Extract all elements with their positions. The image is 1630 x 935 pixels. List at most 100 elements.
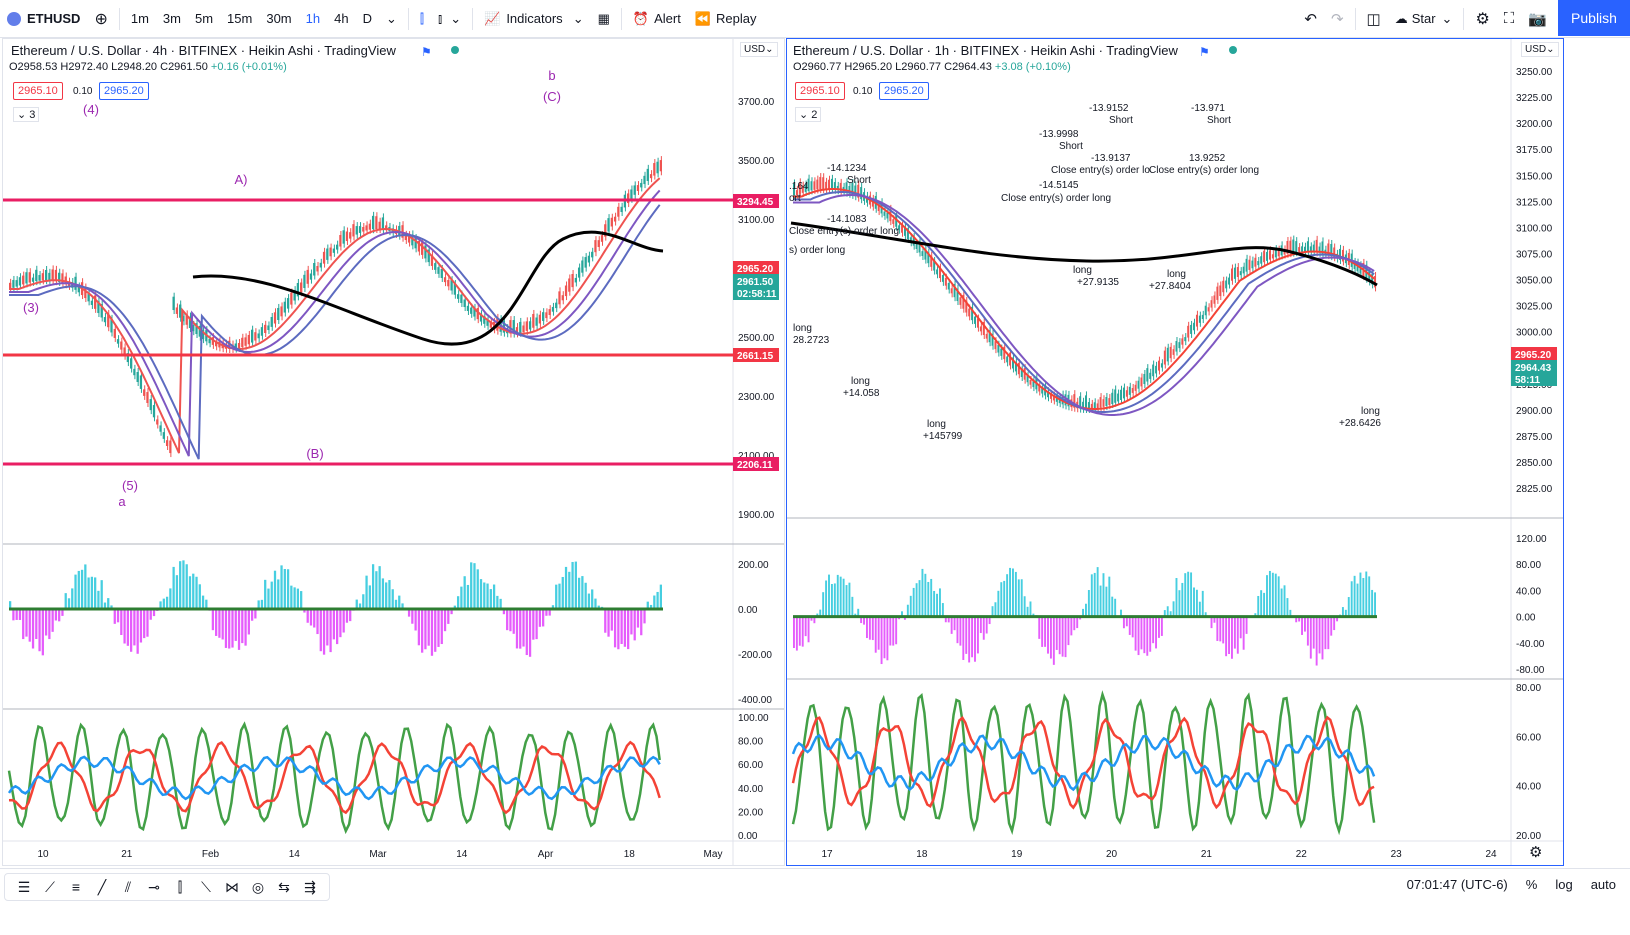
histogram-bar xyxy=(165,596,169,609)
ask-price-button[interactable]: 2965.20 xyxy=(879,82,929,100)
candle-body xyxy=(64,276,67,285)
alert-button[interactable]: ⏰ Alert xyxy=(626,0,688,38)
histogram-bar xyxy=(250,609,254,621)
fullscreen-button[interactable]: ⛶ xyxy=(1497,0,1522,38)
candle-tool-icon[interactable]: ⫿ xyxy=(177,878,183,895)
left-chart-pane[interactable]: 3700.003500.003100.002700.002500.002300.… xyxy=(2,38,785,866)
histogram-bar xyxy=(1152,616,1155,644)
left-flag-icon[interactable]: ⚑ xyxy=(421,45,432,59)
candle-body xyxy=(1292,239,1295,253)
candle-body xyxy=(1283,249,1286,255)
histogram-bar xyxy=(437,609,440,647)
horizontal-ray-icon[interactable]: ⊸ xyxy=(148,878,160,895)
redo-button[interactable]: ↷ xyxy=(1324,0,1351,38)
histogram-bar xyxy=(18,609,22,620)
histogram-bar xyxy=(1020,579,1023,617)
candle-body xyxy=(1023,368,1026,380)
interval-dropdown[interactable]: ⌄ xyxy=(379,0,404,38)
trend-pattern-icon[interactable]: ⟋ xyxy=(45,878,55,895)
currency-button[interactable]: USD⌄ xyxy=(740,42,778,57)
ask-price-button[interactable]: 2965.20 xyxy=(99,82,149,100)
histogram-bar xyxy=(982,616,985,640)
settings-button[interactable]: ⚙ xyxy=(1468,0,1496,38)
percent-toggle[interactable]: % xyxy=(1525,877,1538,892)
compare-symbol-button[interactable]: ⊕ xyxy=(87,0,114,38)
clock-time[interactable]: 07:01:47 (UTC-6) xyxy=(1406,877,1508,892)
replay-button[interactable]: ⏪ Replay xyxy=(688,0,764,38)
interval-3m[interactable]: 3m xyxy=(162,11,181,26)
publish-button[interactable]: Publish xyxy=(1558,0,1630,36)
templates-button[interactable]: ▦ xyxy=(591,0,617,38)
candle-body xyxy=(558,291,561,305)
left-chart-title[interactable]: Ethereum / U.S. Dollar · 4h · BITFINEX ·… xyxy=(11,43,396,58)
chart-settings-button[interactable]: ⚙ xyxy=(1529,843,1542,861)
candle-body xyxy=(378,221,381,230)
range-icon[interactable]: ⇆ xyxy=(278,878,290,895)
candle-body xyxy=(31,277,35,282)
interval-1m[interactable]: 1m xyxy=(130,11,149,26)
candle-body xyxy=(1268,250,1271,260)
projection-icon[interactable]: ⇶ xyxy=(304,878,316,895)
candle-body xyxy=(1239,271,1242,276)
candle-body xyxy=(237,342,241,348)
histogram-bar xyxy=(1195,589,1198,617)
candle-body xyxy=(437,267,440,274)
interval-5m[interactable]: 5m xyxy=(194,11,214,26)
line-tool-icon[interactable]: ╱ xyxy=(97,878,107,895)
menu-icon[interactable]: ☰ xyxy=(17,878,31,895)
trendline-icon[interactable]: ⟍ xyxy=(201,878,211,895)
left-collapse-button[interactable]: ⌄ 3 xyxy=(13,107,40,122)
interval-1h[interactable]: 1h xyxy=(305,11,321,26)
channel-icon[interactable]: ⫽ xyxy=(124,878,132,895)
histogram-bar xyxy=(31,609,35,649)
chevron-down-icon: ⌄ xyxy=(765,44,774,55)
right-chart-pane[interactable]: 3250.00 3225.00 3200.00 3175.00 3150.00 3125.… xyxy=(786,38,1564,866)
right-chart-title[interactable]: Ethereum / U.S. Dollar · 1h · BITFINEX ·… xyxy=(793,43,1178,58)
bid-price-button[interactable]: 2965.10 xyxy=(13,82,63,100)
histogram-bar xyxy=(830,584,833,617)
left-chart-canvas[interactable]: 3700.003500.003100.002700.002500.002300.… xyxy=(3,39,785,866)
interval-15m[interactable]: 15m xyxy=(227,11,253,26)
snapshot-button[interactable]: 📷 xyxy=(1521,0,1554,38)
candle-body xyxy=(352,224,355,237)
pattern-icon[interactable]: ⋈ xyxy=(225,878,239,895)
log-toggle[interactable]: log xyxy=(1555,877,1573,892)
time-tick-label: May xyxy=(704,849,723,860)
right-collapse-button[interactable]: ⌄ 2 xyxy=(795,107,822,122)
indicators-button[interactable]: 📈 Indicators ⌄ xyxy=(477,0,590,38)
cycle-icon[interactable]: ◎ xyxy=(251,878,265,895)
right-ohlc: O2960.77 H2965.20 L2960.77 C2964.43 +3.0… xyxy=(793,61,1071,73)
price-tick-label: 2900.00 xyxy=(1516,406,1553,417)
candle-body xyxy=(610,217,613,227)
candle-body xyxy=(833,182,836,190)
candle-body xyxy=(316,265,319,272)
candle-body xyxy=(848,185,851,194)
histogram-bar xyxy=(74,574,77,609)
interval-4h[interactable]: 4h xyxy=(334,11,349,26)
right-flag-icon[interactable]: ⚑ xyxy=(1199,45,1210,59)
price-tag-label: 02:58:11 xyxy=(737,289,777,300)
rsi-tick-label: 80.00 xyxy=(738,737,763,748)
histogram-bar xyxy=(51,609,54,632)
right-chart-canvas[interactable]: 3250.00 3225.00 3200.00 3175.00 3150.00 3125.… xyxy=(787,39,1564,866)
histogram-bar xyxy=(1184,573,1187,617)
histogram-bar xyxy=(795,616,798,651)
candle-body xyxy=(649,174,653,179)
layout-button[interactable]: ◫ xyxy=(1360,0,1388,38)
candle-body xyxy=(620,206,623,212)
auto-toggle[interactable]: auto xyxy=(1590,877,1616,892)
fib-icon[interactable]: ≡ xyxy=(71,879,81,895)
bar-style-button[interactable]: ⫿ xyxy=(413,0,431,38)
undo-button[interactable]: ↶ xyxy=(1297,0,1324,38)
interval-D[interactable]: D xyxy=(362,11,372,26)
interval-30m[interactable]: 30m xyxy=(266,11,292,26)
save-layout-button[interactable]: ☁ Star ⌄ xyxy=(1388,0,1460,38)
currency-button[interactable]: USD⌄ xyxy=(1521,42,1559,57)
candle-body xyxy=(1073,394,1076,408)
chart-type-button[interactable]: ⫾ ⌄ xyxy=(431,0,468,38)
symbol-search[interactable]: ETHUSD xyxy=(0,0,87,38)
histogram-bar xyxy=(950,616,953,634)
bid-price-button[interactable]: 2965.10 xyxy=(795,82,845,100)
histogram-bar xyxy=(1222,616,1225,644)
separator xyxy=(1354,7,1356,30)
